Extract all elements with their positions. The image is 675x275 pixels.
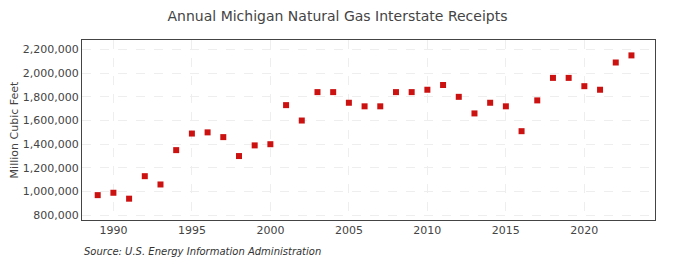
svg-text:2,200,000: 2,200,000 — [23, 43, 79, 56]
svg-text:1,000,000: 1,000,000 — [23, 185, 79, 198]
svg-text:Million Cubic Feet: Million Cubic Feet — [8, 81, 21, 178]
svg-text:Annual Michigan Natural Gas In: Annual Michigan Natural Gas Interstate R… — [168, 8, 508, 24]
svg-text:1,800,000: 1,800,000 — [23, 91, 79, 104]
svg-text:800,000: 800,000 — [33, 209, 79, 222]
svg-text:1,200,000: 1,200,000 — [23, 162, 79, 175]
svg-text:2020: 2020 — [570, 224, 598, 237]
svg-text:2000: 2000 — [256, 224, 284, 237]
svg-text:Source: U.S. Energy Informatio: Source: U.S. Energy Information Administ… — [84, 246, 321, 257]
svg-text:2015: 2015 — [492, 224, 520, 237]
svg-text:1990: 1990 — [99, 224, 127, 237]
svg-text:2,000,000: 2,000,000 — [23, 67, 79, 80]
svg-text:1995: 1995 — [178, 224, 206, 237]
svg-text:2005: 2005 — [335, 224, 363, 237]
svg-text:1,400,000: 1,400,000 — [23, 138, 79, 151]
svg-text:2010: 2010 — [413, 224, 441, 237]
svg-text:1,600,000: 1,600,000 — [23, 114, 79, 127]
